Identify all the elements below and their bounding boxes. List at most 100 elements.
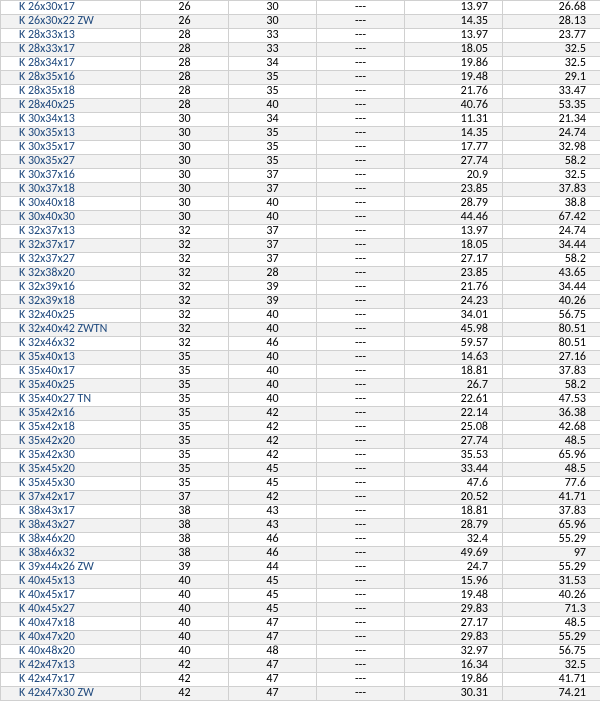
cell-e: 65.96 xyxy=(503,449,600,463)
cell-d: 24.7 xyxy=(405,561,503,575)
cell-label: K 38x46x20 xyxy=(1,533,141,547)
cell-c: --- xyxy=(317,29,405,43)
cell-b: 46 xyxy=(229,533,317,547)
cell-label: K 30x40x30 xyxy=(1,211,141,225)
cell-label: K 28x34x17 xyxy=(1,57,141,71)
cell-b: 46 xyxy=(229,547,317,561)
cell-b: 28 xyxy=(229,267,317,281)
cell-e: 38.8 xyxy=(503,197,600,211)
cell-a: 32 xyxy=(141,267,229,281)
cell-a: 35 xyxy=(141,351,229,365)
cell-c: --- xyxy=(317,477,405,491)
cell-b: 47 xyxy=(229,687,317,701)
table-row: K 40x45x174045---19.4840.26 xyxy=(1,589,600,603)
table-row: K 30x37x183037---23.8537.83 xyxy=(1,183,600,197)
cell-e: 37.83 xyxy=(503,365,600,379)
cell-a: 30 xyxy=(141,113,229,127)
cell-c: --- xyxy=(317,113,405,127)
cell-b: 40 xyxy=(229,351,317,365)
cell-d: 18.05 xyxy=(405,43,503,57)
cell-b: 35 xyxy=(229,85,317,99)
table-row: K 30x40x183040---28.7938.8 xyxy=(1,197,600,211)
cell-c: --- xyxy=(317,295,405,309)
cell-e: 34.44 xyxy=(503,281,600,295)
cell-e: 53.35 xyxy=(503,99,600,113)
cell-a: 42 xyxy=(141,659,229,673)
cell-d: 27.17 xyxy=(405,253,503,267)
cell-b: 43 xyxy=(229,505,317,519)
cell-c: --- xyxy=(317,589,405,603)
cell-e: 28.13 xyxy=(503,15,600,29)
table-row: K 28x35x182835---21.7633.47 xyxy=(1,85,600,99)
cell-e: 27.16 xyxy=(503,351,600,365)
cell-c: --- xyxy=(317,141,405,155)
cell-a: 30 xyxy=(141,183,229,197)
cell-e: 56.75 xyxy=(503,309,600,323)
cell-label: K 32x46x32 xyxy=(1,337,141,351)
cell-b: 40 xyxy=(229,323,317,337)
table-row: K 40x45x134045---15.9631.53 xyxy=(1,575,600,589)
cell-e: 32.98 xyxy=(503,141,600,155)
cell-e: 47.53 xyxy=(503,393,600,407)
cell-d: 26.7 xyxy=(405,379,503,393)
cell-d: 45.98 xyxy=(405,323,503,337)
cell-label: K 28x40x25 xyxy=(1,99,141,113)
cell-b: 42 xyxy=(229,421,317,435)
cell-e: 41.71 xyxy=(503,491,600,505)
cell-d: 18.81 xyxy=(405,505,503,519)
cell-d: 24.23 xyxy=(405,295,503,309)
cell-e: 32.5 xyxy=(503,43,600,57)
cell-c: --- xyxy=(317,631,405,645)
cell-e: 97 xyxy=(503,547,600,561)
cell-label: K 38x46x32 xyxy=(1,547,141,561)
cell-d: 13.97 xyxy=(405,1,503,15)
cell-d: 18.05 xyxy=(405,239,503,253)
cell-c: --- xyxy=(317,57,405,71)
cell-e: 48.5 xyxy=(503,617,600,631)
cell-c: --- xyxy=(317,421,405,435)
cell-c: --- xyxy=(317,533,405,547)
cell-b: 45 xyxy=(229,575,317,589)
cell-d: 13.97 xyxy=(405,29,503,43)
cell-a: 40 xyxy=(141,589,229,603)
cell-e: 24.74 xyxy=(503,127,600,141)
table-row: K 30x35x273035---27.7458.2 xyxy=(1,155,600,169)
cell-c: --- xyxy=(317,281,405,295)
table-row: K 30x37x163037---20.932.5 xyxy=(1,169,600,183)
cell-e: 32.5 xyxy=(503,57,600,71)
cell-b: 42 xyxy=(229,491,317,505)
cell-a: 30 xyxy=(141,127,229,141)
cell-a: 26 xyxy=(141,1,229,15)
cell-label: K 26x30x17 xyxy=(1,1,141,15)
cell-c: --- xyxy=(317,407,405,421)
cell-e: 77.6 xyxy=(503,477,600,491)
table-row: K 32x40x42 ZWTN3240---45.9880.51 xyxy=(1,323,600,337)
cell-c: --- xyxy=(317,617,405,631)
cell-c: --- xyxy=(317,519,405,533)
table-row: K 38x46x203846---32.455.29 xyxy=(1,533,600,547)
cell-c: --- xyxy=(317,505,405,519)
cell-label: K 35x45x20 xyxy=(1,463,141,477)
cell-d: 27.74 xyxy=(405,435,503,449)
cell-e: 31.53 xyxy=(503,575,600,589)
cell-c: --- xyxy=(317,169,405,183)
table-row: K 38x43x173843---18.8137.83 xyxy=(1,505,600,519)
cell-c: --- xyxy=(317,323,405,337)
cell-d: 44.46 xyxy=(405,211,503,225)
cell-a: 32 xyxy=(141,323,229,337)
cell-a: 40 xyxy=(141,645,229,659)
cell-a: 42 xyxy=(141,673,229,687)
cell-c: --- xyxy=(317,491,405,505)
cell-label: K 35x42x18 xyxy=(1,421,141,435)
cell-label: K 30x35x17 xyxy=(1,141,141,155)
table-row: K 40x48x204048---32.9756.75 xyxy=(1,645,600,659)
cell-label: K 35x42x20 xyxy=(1,435,141,449)
cell-a: 40 xyxy=(141,603,229,617)
cell-a: 40 xyxy=(141,617,229,631)
table-row: K 35x42x303542---35.5365.96 xyxy=(1,449,600,463)
table-row: K 39x44x26 ZW3944---24.755.29 xyxy=(1,561,600,575)
cell-d: 17.77 xyxy=(405,141,503,155)
cell-a: 35 xyxy=(141,379,229,393)
table-row: K 35x40x27 TN3540---22.6147.53 xyxy=(1,393,600,407)
table-row: K 32x46x323246---59.5780.51 xyxy=(1,337,600,351)
